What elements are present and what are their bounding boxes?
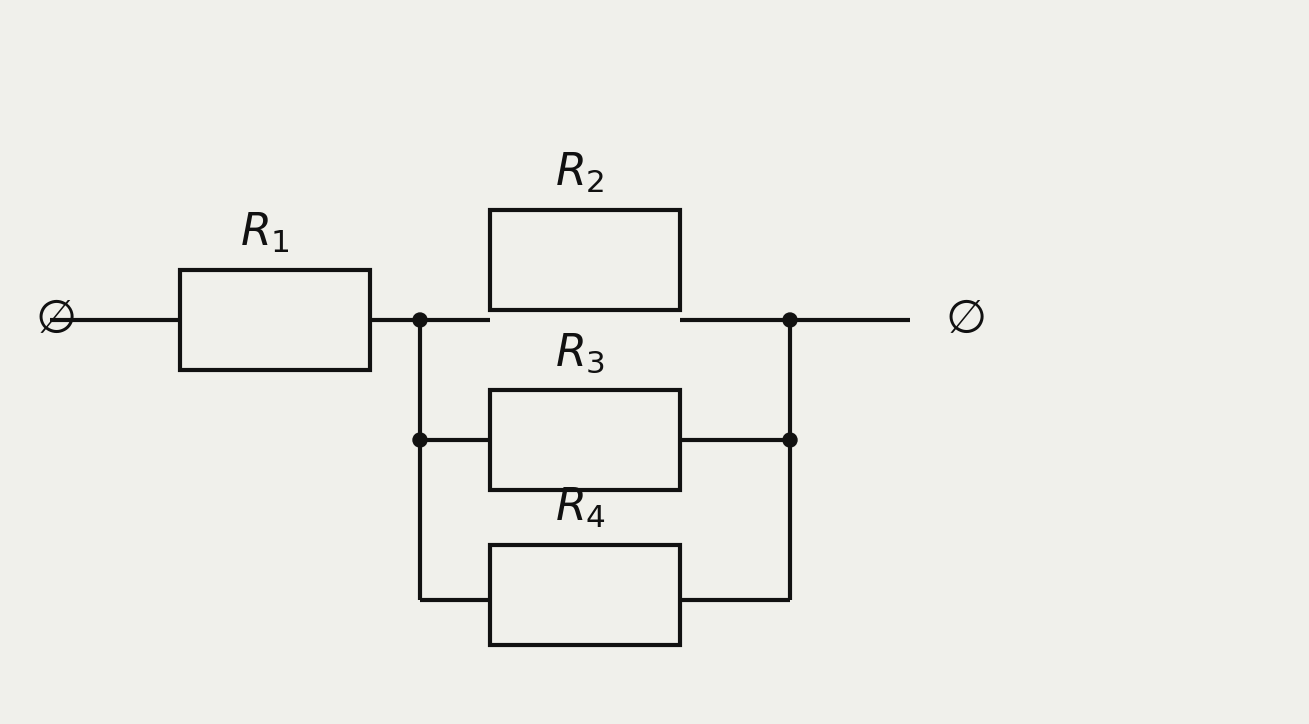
Text: $\varnothing$: $\varnothing$: [945, 298, 984, 342]
Circle shape: [414, 433, 427, 447]
Circle shape: [783, 313, 797, 327]
Bar: [490, 545, 679, 645]
Text: $R_4$: $R_4$: [555, 486, 606, 530]
Circle shape: [783, 433, 797, 447]
Text: $R_2$: $R_2$: [555, 151, 605, 195]
Bar: [490, 390, 679, 490]
Text: $R_1$: $R_1$: [240, 211, 291, 255]
Bar: [490, 210, 679, 310]
Bar: [181, 270, 370, 370]
Text: $R_3$: $R_3$: [555, 332, 605, 375]
Text: $\varnothing$: $\varnothing$: [35, 298, 75, 342]
Circle shape: [414, 313, 427, 327]
